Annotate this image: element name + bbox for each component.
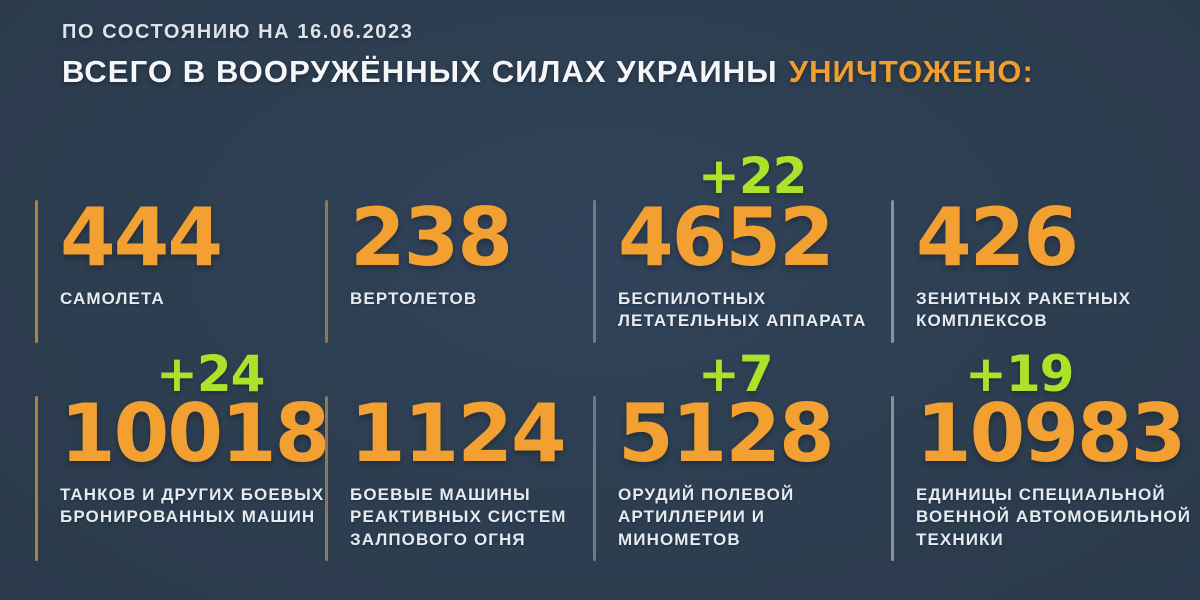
stat-label: САМОЛЕТА [60,289,165,308]
divider [35,396,38,562]
divider [35,200,38,343]
stat-cell-aircraft: 444 САМОЛЕТА [35,128,325,343]
stat-cell-uav: +22 4652 БЕСПИЛОТНЫХ ЛЕТАТЕЛЬНЫХ АППАРАТ… [593,128,891,343]
divider [325,396,328,562]
stat-value: 5128 [618,387,835,480]
delta-badge: +7 [698,344,774,403]
divider [593,200,596,343]
delta-badge [891,128,1200,200]
stat-value: 10983 [916,387,1186,480]
stat-cell-artillery: +7 5128 ОРУДИЙ ПОЛЕВОЙ АРТИЛЛЕРИИ И МИНО… [593,326,891,562]
stat-label: ЗЕНИТНЫХ РАКЕТНЫХ КОМПЛЕКСОВ [916,289,1132,331]
stat-value: 444 [60,191,223,284]
delta-badge [35,128,325,200]
stat-cell-helicopters: 238 ВЕРТОЛЕТОВ [325,128,593,343]
stats-row-1: 444 САМОЛЕТА 238 ВЕРТОЛЕТОВ +22 4652 [35,128,1200,343]
delta-badge [325,326,593,396]
divider [325,200,328,343]
stat-value: 238 [350,191,513,284]
delta-badge: +24 [156,344,265,403]
delta-badge: +19 [965,344,1074,403]
stat-value: 1124 [350,387,567,480]
stat-value: 426 [916,191,1079,284]
stat-label: ОРУДИЙ ПОЛЕВОЙ АРТИЛЛЕРИИ И МИНОМЕТОВ [618,485,795,549]
stats-row-2: +24 10018 ТАНКОВ И ДРУГИХ БОЕВЫХ БРОНИРО… [35,326,1200,562]
title-main: ВСЕГО В ВООРУЖЁННЫХ СИЛАХ УКРАИНЫ [62,54,778,89]
page-title: ВСЕГО В ВООРУЖЁННЫХ СИЛАХ УКРАИНЫ УНИЧТОЖ… [62,54,1182,89]
stat-value: 4652 [618,191,835,284]
delta-badge: +22 [698,146,807,205]
divider [593,396,596,562]
stat-label: ТАНКОВ И ДРУГИХ БОЕВЫХ БРОНИРОВАННЫХ МАШ… [60,485,325,527]
stat-label: БОЕВЫЕ МАШИНЫ РЕАКТИВНЫХ СИСТЕМ ЗАЛПОВОГ… [350,485,567,549]
divider [891,396,894,562]
report-date: ПО СОСТОЯНИЮ НА 16.06.2023 [62,21,414,43]
stat-label: БЕСПИЛОТНЫХ ЛЕТАТЕЛЬНЫХ АППАРАТА [618,289,867,331]
delta-badge [325,128,593,200]
divider [891,200,894,343]
title-highlight: УНИЧТОЖЕНО: [788,54,1034,89]
stat-label: ВЕРТОЛЕТОВ [350,289,478,308]
stat-cell-sam-systems: 426 ЗЕНИТНЫХ РАКЕТНЫХ КОМПЛЕКСОВ [891,128,1200,343]
stat-cell-tanks: +24 10018 ТАНКОВ И ДРУГИХ БОЕВЫХ БРОНИРО… [35,326,330,562]
stat-cell-military-vehicles: +19 10983 ЕДИНИЦЫ СПЕЦИАЛЬНОЙ ВОЕННОЙ АВ… [891,326,1200,562]
header: ПО СОСТОЯНИЮ НА 16.06.2023 ВСЕГО В ВООРУ… [62,20,1182,89]
stat-value: 10018 [60,387,330,480]
stat-label: ЕДИНИЦЫ СПЕЦИАЛЬНОЙ ВОЕННОЙ АВТОМОБИЛЬНО… [916,485,1192,549]
stat-cell-mlrs: 1124 БОЕВЫЕ МАШИНЫ РЕАКТИВНЫХ СИСТЕМ ЗАЛ… [325,326,593,562]
